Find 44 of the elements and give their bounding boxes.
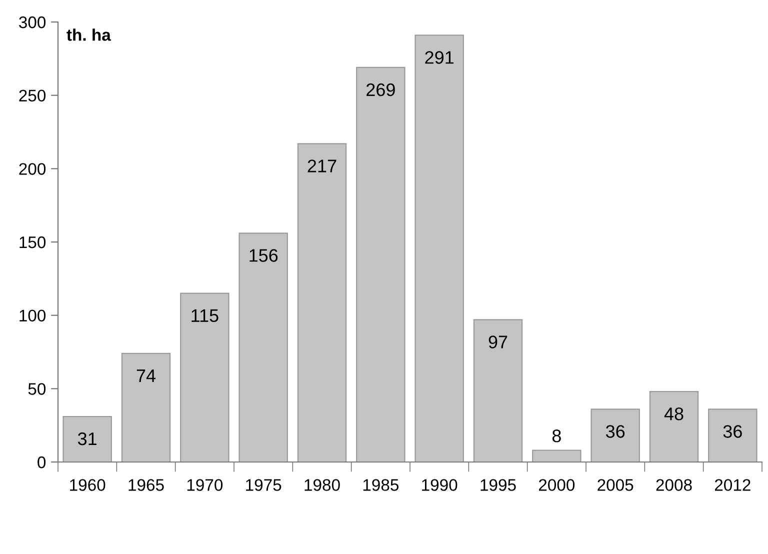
data-label: 97 [488,336,508,348]
y-tick-label: 150 [20,236,46,248]
bar [708,408,758,462]
y-tick-label: 0 [38,456,46,468]
bar [414,34,464,462]
data-label: 156 [250,249,278,262]
data-label: 74 [136,370,156,382]
x-tick-label: 1990 [422,479,458,491]
x-tick-label: 1970 [187,479,223,491]
bar [649,391,699,462]
y-tick-label: 200 [19,163,46,175]
x-tick-label: 2000 [538,479,575,491]
x-tick-label: 1960 [70,479,106,491]
bar [590,408,640,462]
data-label: 31 [78,432,96,446]
bar [473,319,523,462]
x-tick-label: 1975 [246,479,282,491]
y-axis-title: th. ha [66,28,111,41]
x-tick-label: 1980 [304,479,340,491]
data-label: 217 [308,160,336,172]
x-tick-label: 2008 [656,479,692,491]
bar [121,352,171,462]
y-tick-label: 100 [20,310,46,322]
bar [532,450,582,462]
x-tick-label: 2005 [598,479,634,491]
data-label: 36 [723,425,742,438]
bar [62,416,112,462]
x-tick-label: 2012 [714,479,750,491]
bar [238,232,288,462]
data-label: 48 [664,407,684,420]
data-label: 36 [606,425,625,438]
data-label: 291 [425,51,454,64]
x-tick-label: 1985 [363,479,399,491]
y-tick-label: 50 [28,383,46,395]
y-tick-label: 300 [19,16,46,28]
data-label: 115 [192,309,218,322]
x-tick-label: 1965 [128,479,164,491]
data-label: 8 [552,430,561,442]
y-tick-label: 250 [19,90,46,102]
bar [356,66,406,462]
bar [297,143,347,462]
x-tick-label: 1995 [480,479,516,491]
bar [180,292,230,462]
data-label: 269 [366,83,395,96]
